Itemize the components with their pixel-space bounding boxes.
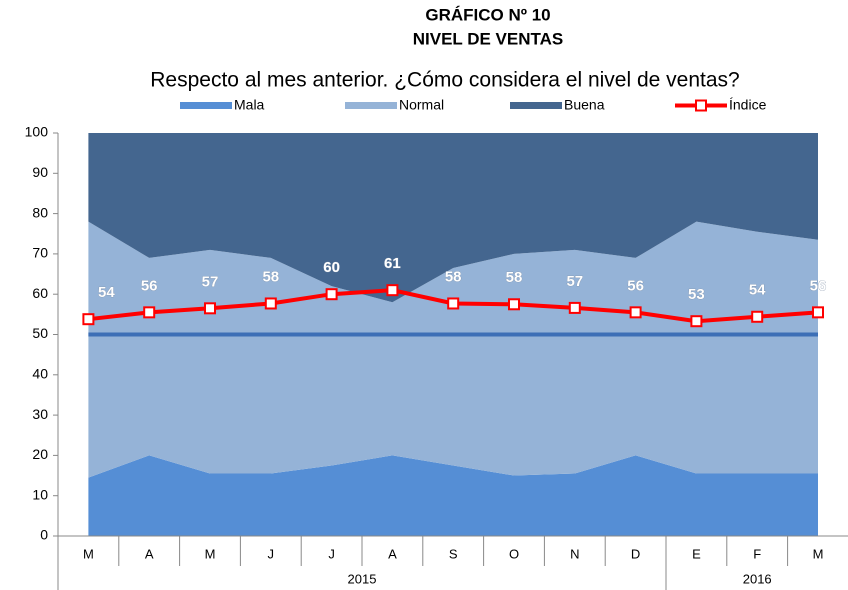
legend-swatch xyxy=(180,102,232,109)
x-tick-label: N xyxy=(570,546,579,561)
y-tick-label: 10 xyxy=(32,486,48,502)
y-tick-label: 40 xyxy=(32,366,48,382)
data-label: 54 xyxy=(98,284,115,301)
legend-label: Mala xyxy=(234,97,265,113)
x-tick-label: M xyxy=(813,546,824,561)
data-label: 54 xyxy=(749,282,766,299)
legend-swatch xyxy=(345,102,397,109)
x-tick-label: F xyxy=(753,546,761,561)
x-tick-label: E xyxy=(692,546,701,561)
chart-title: GRÁFICO Nº 10 xyxy=(425,5,550,24)
legend-label: Índice xyxy=(729,97,767,113)
marker xyxy=(204,302,216,315)
x-tick-label: A xyxy=(388,546,397,561)
marker xyxy=(264,297,277,310)
marker xyxy=(386,284,399,297)
y-tick-label: 70 xyxy=(32,245,48,261)
chart-subtitle: NIVEL DE VENTAS xyxy=(413,29,564,48)
data-label: 60 xyxy=(323,259,340,276)
area xyxy=(88,133,818,303)
marker xyxy=(812,306,824,319)
legend-label: Normal xyxy=(399,97,444,113)
area xyxy=(88,221,818,478)
data-label: 57 xyxy=(566,273,583,290)
x-tick-label: M xyxy=(83,546,94,561)
y-tick-label: 90 xyxy=(32,164,48,180)
data-label: 56 xyxy=(141,277,158,294)
marker xyxy=(629,306,642,319)
marker xyxy=(325,288,338,301)
marker xyxy=(568,301,581,314)
data-label: 58 xyxy=(262,268,279,285)
y-tick-label: 60 xyxy=(32,285,48,301)
x-tick-label: D xyxy=(631,546,640,561)
x-tick-label: O xyxy=(509,546,519,561)
data-label: 58 xyxy=(506,269,523,286)
data-label: 57 xyxy=(202,273,219,290)
group-label: 2015 xyxy=(348,571,377,586)
data-label: 53 xyxy=(688,286,705,303)
data-label: 56 xyxy=(810,277,827,294)
x-tick-label: S xyxy=(449,546,458,561)
y-tick-label: 30 xyxy=(32,406,48,422)
marker xyxy=(447,297,460,310)
marker xyxy=(508,298,520,311)
group-label: 2016 xyxy=(743,571,772,586)
y-tick-label: 20 xyxy=(32,446,48,462)
y-tick-label: 100 xyxy=(25,124,49,140)
x-tick-label: J xyxy=(328,546,335,561)
legend-swatch xyxy=(695,99,707,112)
marker xyxy=(82,313,95,326)
x-tick-label: A xyxy=(145,546,154,561)
y-tick-label: 80 xyxy=(32,204,48,220)
y-tick-label: 50 xyxy=(32,325,48,341)
data-label: 58 xyxy=(445,268,462,285)
area xyxy=(88,455,818,536)
x-tick-label: M xyxy=(205,546,216,561)
data-label: 61 xyxy=(384,255,401,272)
marker xyxy=(751,310,764,323)
legend-label: Buena xyxy=(564,97,605,113)
y-tick-label: 0 xyxy=(40,527,48,543)
marker xyxy=(690,315,703,328)
chart-question: Respecto al mes anterior. ¿Cómo consider… xyxy=(150,69,739,92)
legend-swatch xyxy=(510,102,562,109)
marker xyxy=(143,306,156,319)
data-label: 56 xyxy=(627,277,644,294)
x-tick-label: J xyxy=(268,546,275,561)
